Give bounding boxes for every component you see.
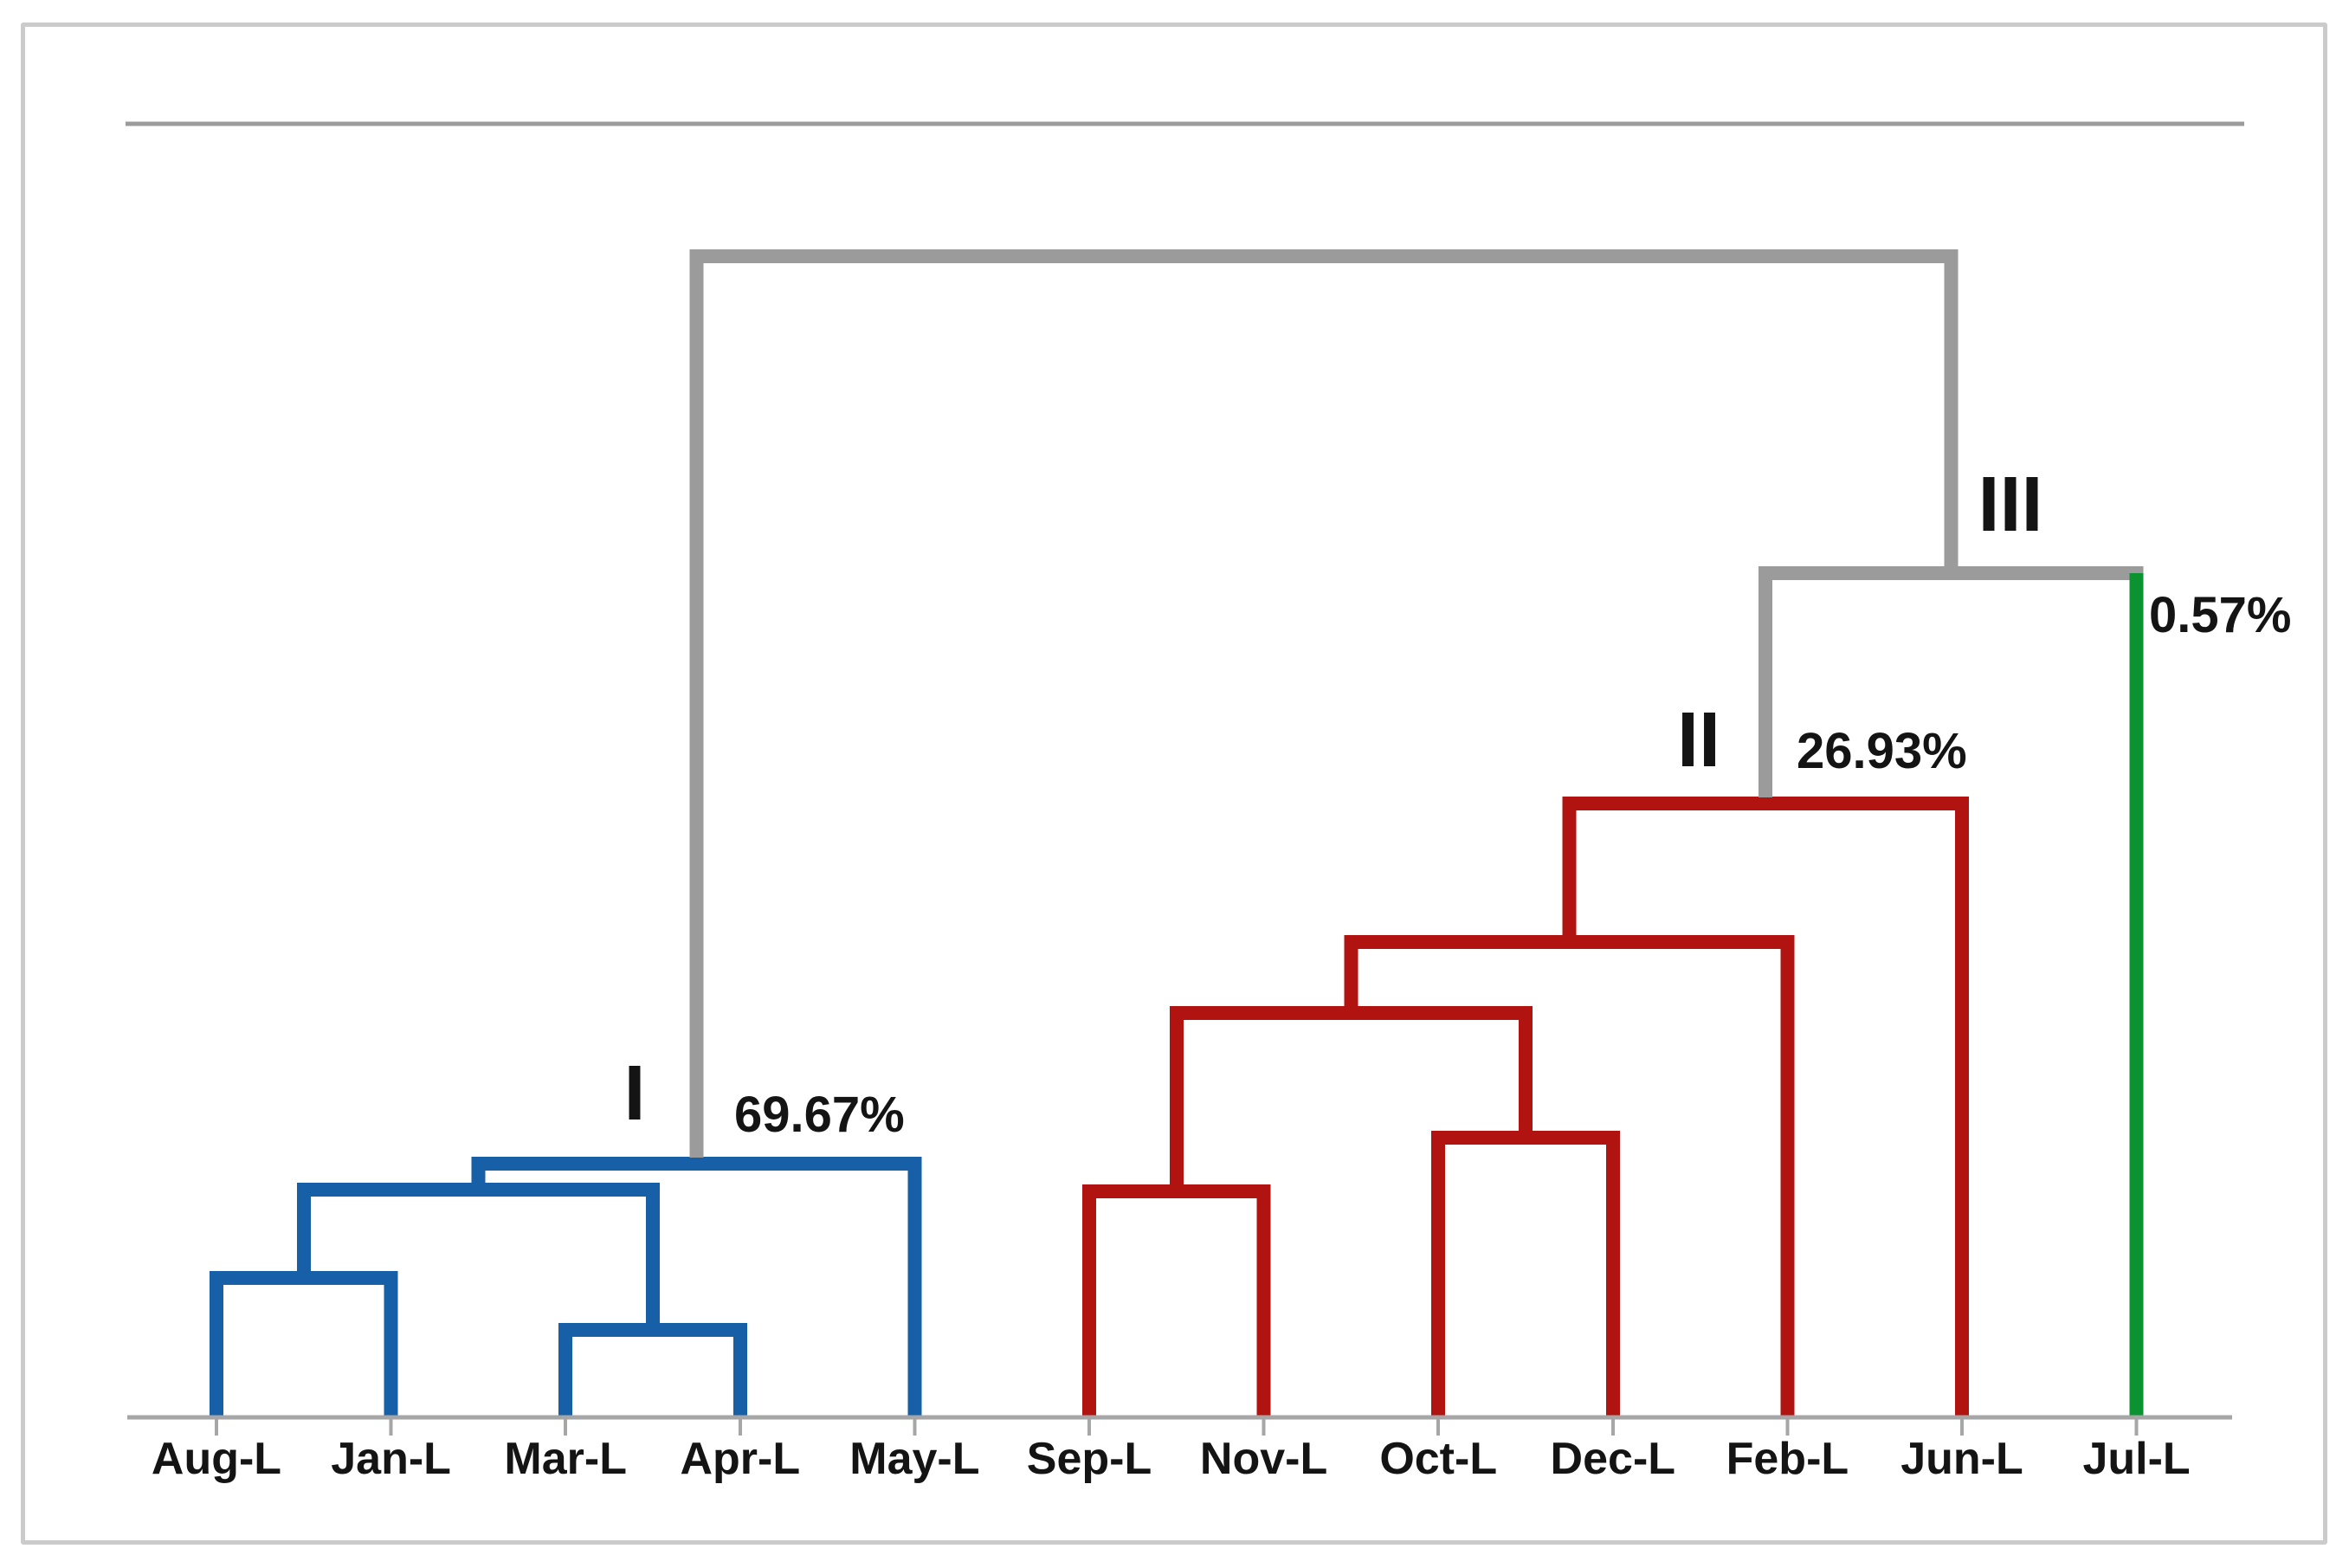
- cluster-numeral-I: I: [623, 1050, 646, 1137]
- leaf-label-Oct-L: Oct-L: [1379, 1434, 1497, 1484]
- leaf-label-Jul-L: Jul-L: [2082, 1434, 2190, 1484]
- leaf-label-Jan-L: Jan-L: [331, 1434, 451, 1484]
- cluster-percent-III: 0.57%: [2149, 587, 2292, 643]
- figure-frame: [21, 23, 2327, 1545]
- leaf-label-May-L: May-L: [849, 1434, 979, 1484]
- leaf-label-Sep-L: Sep-L: [1027, 1434, 1152, 1484]
- leaf-label-Jun-L: Jun-L: [1900, 1434, 2023, 1484]
- leaf-label-Feb-L: Feb-L: [1726, 1434, 1849, 1484]
- leaf-label-Apr-L: Apr-L: [680, 1434, 800, 1484]
- leaf-label-Mar-L: Mar-L: [504, 1434, 627, 1484]
- leaf-label-Aug-L: Aug-L: [152, 1434, 281, 1484]
- leaf-label-Dec-L: Dec-L: [1551, 1434, 1675, 1484]
- leaf-label-Nov-L: Nov-L: [1200, 1434, 1327, 1484]
- cluster-percent-II: 26.93%: [1797, 723, 1967, 779]
- cluster-numeral-III: III: [1978, 461, 2043, 548]
- cluster-numeral-II: II: [1676, 697, 1721, 784]
- cluster-percent-I: 69.67%: [734, 1087, 905, 1143]
